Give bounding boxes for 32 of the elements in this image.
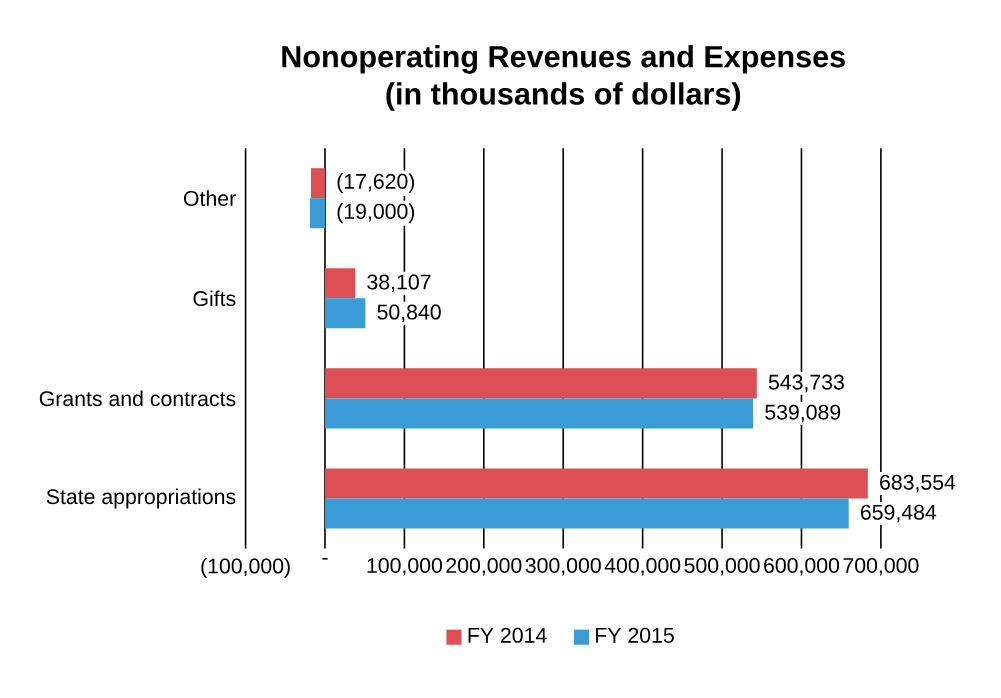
bar (325, 498, 849, 529)
data-label: (17,620) (337, 173, 415, 194)
legend-label: FY 2015 (596, 627, 674, 643)
data-label: 543,733 (768, 374, 844, 393)
x-tick-label: 400,000 (604, 557, 681, 576)
data-label: 539,089 (765, 404, 841, 423)
x-tick-label: 600,000 (764, 557, 840, 576)
x-tick-label: 700,000 (843, 557, 919, 576)
y-tick-label: Other (183, 190, 236, 207)
x-tick-label: 200,000 (446, 557, 522, 576)
y-tick-label: State appropriations (46, 488, 236, 509)
x-tick-label: 300,000 (525, 557, 601, 576)
data-label: 683,554 (880, 474, 956, 493)
y-tick-label: Gifts (193, 290, 236, 307)
bar (325, 298, 366, 329)
bar (325, 468, 868, 499)
x-tick-label: (100,000) (201, 557, 290, 578)
x-tick-label: - (322, 557, 328, 560)
x-tick-label: 100,000 (367, 557, 443, 576)
bar (309, 198, 325, 229)
y-tick-label: Grants and contracts (39, 390, 236, 407)
bar (325, 368, 757, 399)
bar (325, 398, 754, 429)
bar (311, 168, 325, 199)
data-label: 50,840 (377, 304, 441, 323)
chart-title: Nonoperating Revenues and Expenses (in thousands of dollars) (282, 45, 845, 111)
data-label: (19,000) (337, 203, 415, 224)
data-label: 659,484 (860, 504, 937, 523)
legend-label: FY 2014 (468, 627, 547, 643)
bar (325, 268, 356, 299)
data-label: 38,107 (367, 274, 431, 293)
x-tick-label: 500,000 (684, 557, 760, 576)
